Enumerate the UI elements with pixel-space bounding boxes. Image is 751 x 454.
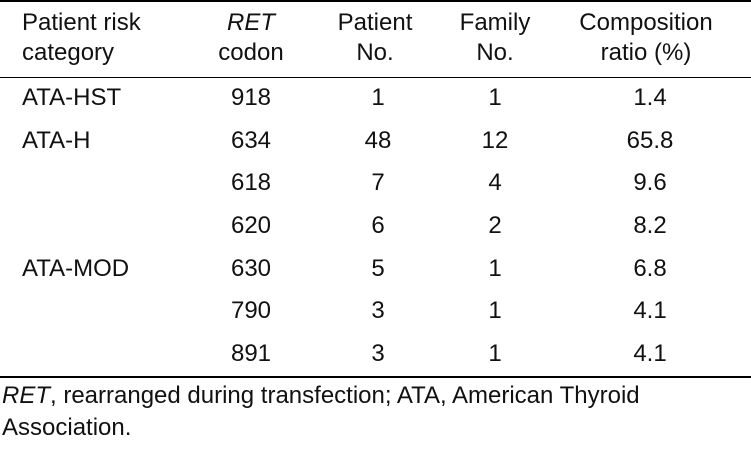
cell-codon: 630: [230, 254, 272, 282]
cell-patient: 3: [371, 340, 385, 368]
table-footnote: RET, rearranged during transfection; ATA…: [2, 380, 747, 444]
table-row: 618 7 4 9.6: [0, 165, 751, 208]
cell-codon: 891: [230, 340, 272, 368]
header-family-line2: No.: [476, 39, 514, 66]
header-patient-line2: No.: [356, 39, 394, 66]
table-row: ATA-H 634 48 12 65.8: [0, 123, 751, 166]
cell-patient: 1: [371, 84, 385, 111]
cell-category: ATA-H: [22, 126, 91, 154]
cell-ratio: 65.8: [626, 126, 674, 154]
header-codon-line1: RET: [227, 9, 275, 36]
header-bottom-rule: [0, 77, 751, 78]
cell-family: 4: [488, 169, 502, 197]
cell-family: 1: [488, 297, 502, 325]
header-risk-category: Patient risk category: [22, 8, 141, 68]
cell-ratio: 8.2: [633, 212, 667, 240]
cell-family: 12: [481, 126, 509, 154]
table-row: 620 6 2 8.2: [0, 208, 751, 251]
header-ratio-line2: ratio (%): [600, 39, 692, 66]
table-bottom-rule: [0, 376, 751, 378]
header-ratio-line1: Composition: [579, 9, 713, 36]
cell-family: 1: [488, 84, 502, 111]
cell-ratio: 9.6: [633, 169, 667, 197]
cell-family: 1: [488, 340, 502, 368]
table-top-rule: [0, 0, 751, 2]
header-family-no: Family No.: [445, 8, 545, 68]
cell-patient: 7: [371, 169, 385, 197]
table-row: 891 3 1 4.1: [0, 336, 751, 379]
table-row: ATA-MOD 630 5 1 6.8: [0, 251, 751, 294]
header-category-line2: category: [22, 39, 115, 66]
header-composition-ratio: Composition ratio (%): [560, 8, 732, 68]
cell-codon: 620: [230, 212, 272, 240]
cell-codon: 634: [230, 126, 272, 154]
cell-patient: 6: [371, 212, 385, 240]
cell-ratio: 6.8: [633, 254, 667, 282]
cell-patient: 48: [364, 126, 392, 154]
header-category-line1: Patient risk: [22, 9, 141, 36]
cell-ratio: 4.1: [633, 340, 667, 368]
cell-codon: 918: [230, 84, 272, 111]
header-patient-no: Patient No.: [325, 8, 425, 68]
footnote-text: , rearranged during transfection; ATA, A…: [2, 382, 640, 441]
cell-patient: 3: [371, 297, 385, 325]
cell-ratio: 4.1: [633, 297, 667, 325]
cell-ratio: 1.4: [633, 84, 667, 111]
table-row: 790 3 1 4.1: [0, 293, 751, 336]
cell-patient: 5: [371, 254, 385, 282]
table-body: ATA-HST 918 1 1 1.4 ATA-H 634 48 12 65.8…: [0, 80, 751, 379]
cell-category: ATA-HST: [22, 84, 122, 111]
cell-family: 1: [488, 254, 502, 282]
footnote-abbr: RET: [2, 382, 50, 409]
header-family-line1: Family: [459, 9, 531, 36]
cell-family: 2: [488, 212, 502, 240]
table-row: ATA-HST 918 1 1 1.4: [0, 80, 751, 123]
header-codon-line2: codon: [218, 39, 284, 66]
cell-codon: 790: [230, 297, 272, 325]
header-ret-codon: RET codon: [205, 8, 297, 68]
header-patient-line1: Patient: [337, 9, 413, 36]
cell-category: ATA-MOD: [22, 254, 130, 282]
cell-codon: 618: [230, 169, 272, 197]
